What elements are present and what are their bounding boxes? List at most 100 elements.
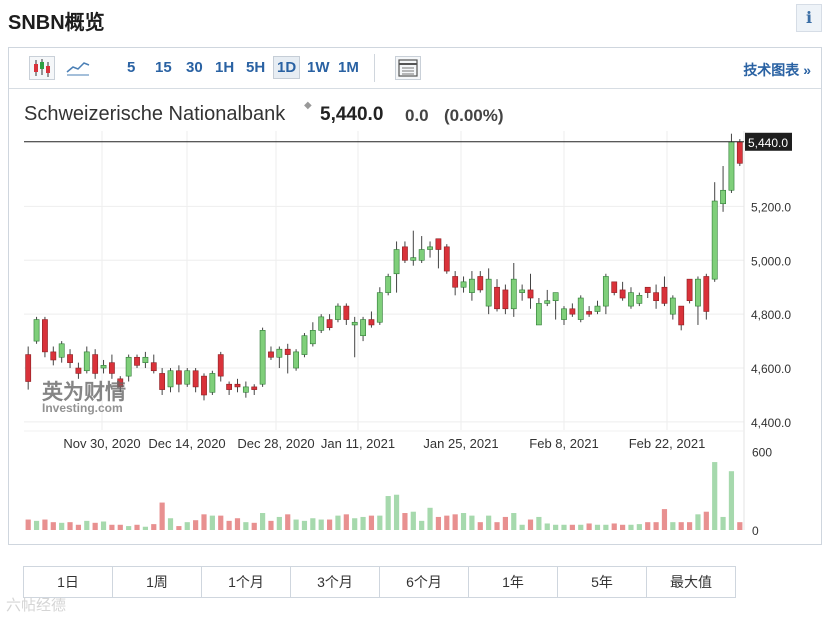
volume-bar: [628, 524, 634, 530]
candle-body: [142, 356, 149, 363]
candle-body: [58, 343, 65, 358]
candle-body: [33, 319, 40, 342]
volume-bar: [50, 522, 56, 530]
volume-bar: [167, 518, 174, 530]
candle-body: [502, 289, 509, 310]
volume-bar: [67, 522, 73, 530]
volume-bar: [511, 513, 517, 530]
volume-bar: [444, 515, 450, 530]
candle-body: [644, 286, 651, 293]
candle-body: [611, 281, 618, 293]
range-1w[interactable]: 1周: [113, 567, 202, 597]
technical-chart-link[interactable]: 技术图表 »: [743, 62, 811, 78]
chart-toolbar: 5 15 30 1H 5H 1D 1W 1M 技术图表 »: [9, 48, 821, 89]
timeframe-1d[interactable]: 1D: [273, 56, 301, 79]
timeframe-5[interactable]: 5: [127, 59, 136, 76]
candle-body: [192, 370, 199, 388]
date-tick-label: Dec 14, 2020: [148, 436, 225, 451]
candle-body: [393, 249, 400, 275]
volume-bar: [678, 522, 684, 530]
instrument-name: Schweizerische Nationalbank: [24, 103, 286, 125]
volume-bar: [569, 524, 575, 530]
candle-body: [519, 289, 526, 293]
volume-bars: [25, 462, 743, 530]
volume-bar: [184, 522, 190, 530]
candle-body: [335, 305, 341, 320]
candle-body: [117, 378, 124, 388]
candle-body: [619, 289, 626, 299]
current-price-label: 5,440.0: [748, 136, 788, 150]
candle-body: [736, 141, 743, 164]
volume-bar: [159, 502, 165, 530]
candle-body: [276, 348, 283, 358]
candle-body: [251, 386, 258, 390]
candle-body: [435, 238, 442, 250]
candle-body: [159, 373, 166, 390]
candle-body: [402, 246, 408, 261]
candle-body: [711, 200, 718, 280]
candlestick-chart[interactable]: 5,440.0 4,400.0 4,600.0 4,800.0 5,000.0 5,200…: [0, 0, 829, 560]
watermark-site-text: Investing.com: [42, 401, 123, 415]
candle-body: [418, 249, 425, 261]
volume-bar: [117, 524, 123, 530]
candles: [25, 133, 743, 401]
timeframe-5h[interactable]: 5H: [246, 59, 266, 76]
range-5y[interactable]: 5年: [558, 567, 647, 597]
timeframe-30[interactable]: 30: [186, 59, 203, 76]
timeframe-15[interactable]: 15: [155, 59, 172, 76]
date-tick-label: Nov 30, 2020: [63, 436, 140, 451]
volume-bar: [670, 522, 676, 530]
candle-body: [485, 278, 492, 307]
timeframe-1m[interactable]: 1M: [338, 59, 359, 76]
candle-body: [134, 356, 140, 366]
range-1m[interactable]: 1个月: [202, 567, 291, 597]
candle-body: [577, 297, 584, 320]
candle-body: [201, 375, 207, 396]
volume-bar: [134, 524, 140, 530]
info-icon[interactable]: i: [796, 4, 822, 32]
candle-body: [92, 354, 99, 374]
candle-body: [109, 362, 115, 374]
volume-bar: [193, 520, 199, 530]
volume-bar: [502, 516, 508, 530]
volume-bar: [243, 522, 249, 530]
candlestick-icon[interactable]: [29, 56, 55, 80]
line-chart-icon[interactable]: [65, 56, 91, 80]
range-1d[interactable]: 1日: [24, 567, 113, 597]
candle-body: [636, 295, 643, 304]
volume-bar: [435, 516, 442, 530]
candle-body: [527, 289, 534, 299]
volume-bar: [544, 523, 550, 530]
candle-body: [50, 351, 57, 361]
page-title: SNBN概览: [8, 12, 105, 34]
price-tick-label: 5,000.0: [751, 254, 791, 268]
candle-body: [301, 335, 308, 355]
candle-body: [661, 286, 668, 304]
range-1y[interactable]: 1年: [469, 567, 558, 597]
candle-body: [100, 365, 107, 369]
candle-body: [234, 383, 241, 388]
range-6m[interactable]: 6个月: [380, 567, 469, 597]
volume-bar: [326, 519, 333, 530]
data-table-icon[interactable]: [395, 56, 421, 80]
volume-bar: [142, 526, 148, 530]
volume-bar: [686, 522, 693, 530]
volume-bar: [285, 514, 291, 530]
volume-bar: [427, 507, 433, 530]
range-max[interactable]: 最大值: [670, 574, 712, 590]
volume-bar: [301, 520, 308, 530]
volume-bar: [251, 522, 257, 530]
candle-body: [695, 278, 701, 307]
volume-bar: [611, 523, 617, 530]
range-3m[interactable]: 3个月: [291, 567, 380, 597]
volume-bar: [293, 519, 299, 530]
volume-bar: [151, 524, 157, 530]
volume-bar: [84, 520, 90, 530]
price-tick-label: 4,400.0: [751, 416, 791, 430]
timeframe-1w[interactable]: 1W: [307, 59, 330, 76]
timeframe-1h[interactable]: 1H: [215, 59, 235, 76]
volume-tick-label: 600: [752, 446, 772, 460]
volume-bar: [268, 520, 274, 530]
volume-bar: [226, 520, 232, 530]
volume-bar: [536, 516, 542, 530]
